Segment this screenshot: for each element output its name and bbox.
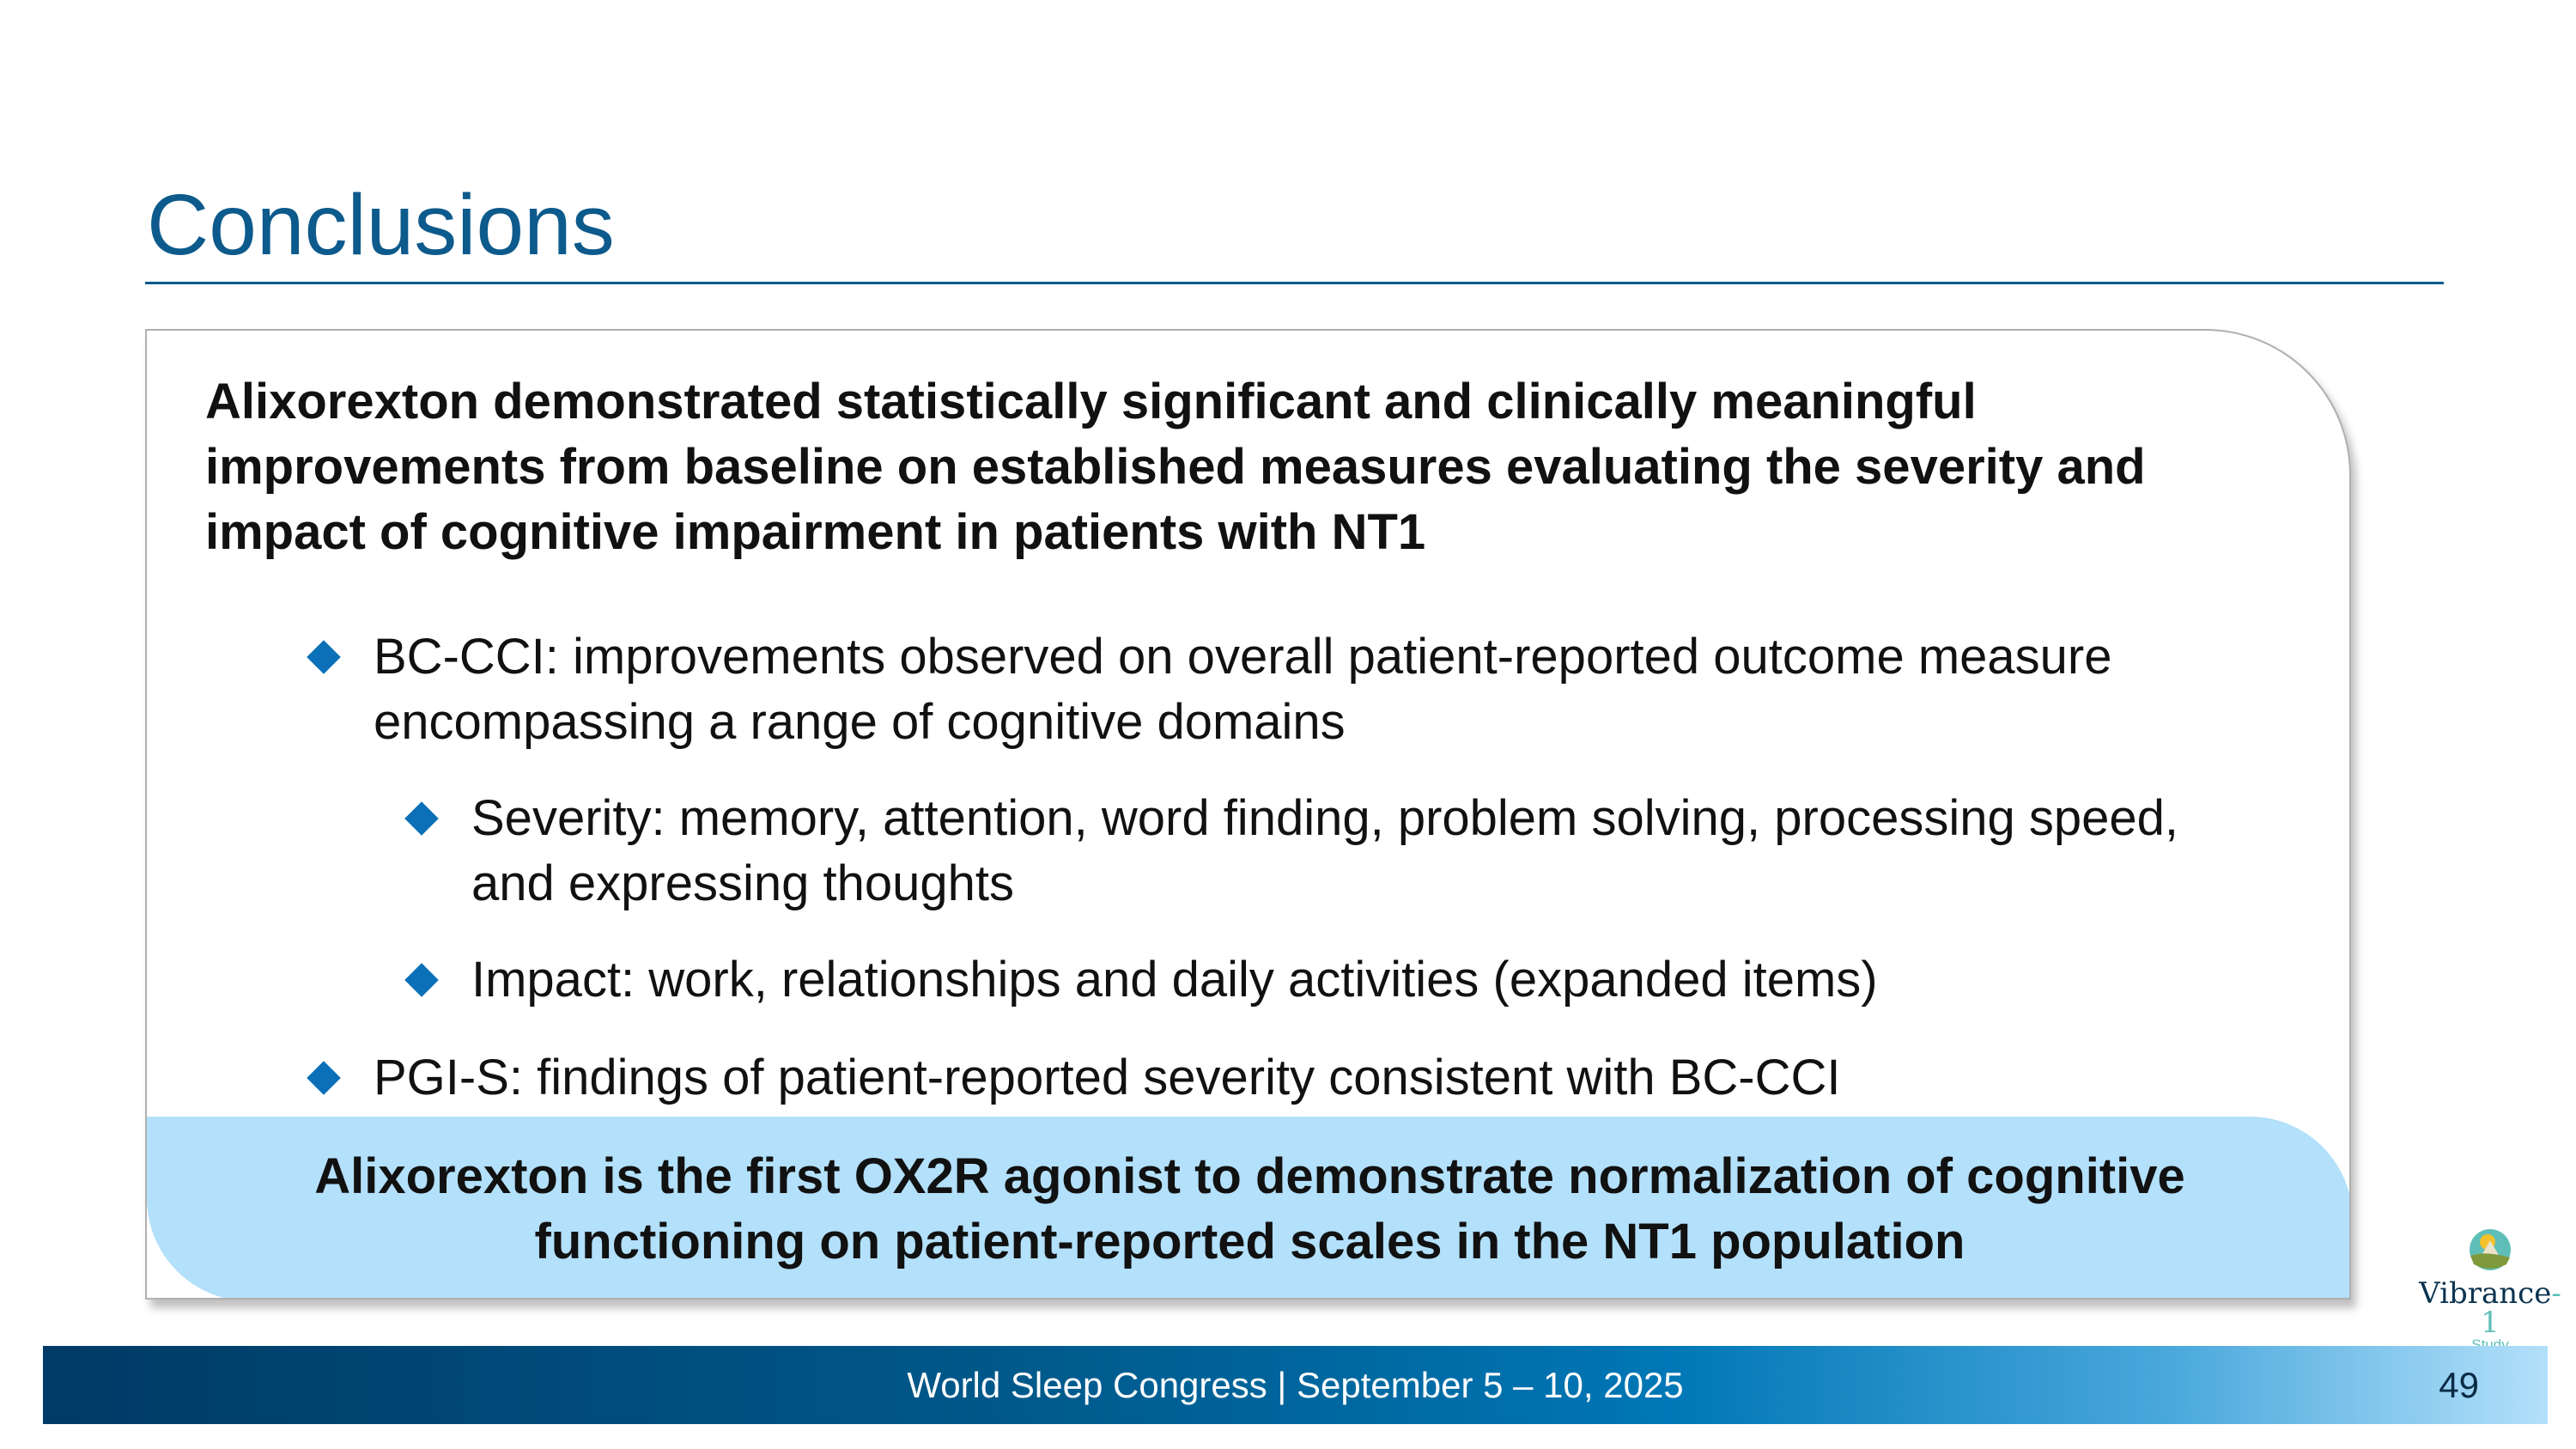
bullet-item: BC-CCI: improvements observed on overall…	[374, 629, 2112, 750]
page-number: 49	[2439, 1365, 2479, 1405]
footer-text: World Sleep Congress | September 5 – 10,…	[907, 1365, 1684, 1405]
diamond-bullet-icon	[307, 1061, 341, 1095]
title-divider	[145, 282, 2444, 284]
diamond-bullet-icon	[404, 801, 439, 836]
vibrance-study-logo: Vibrance-1 Study	[2413, 1228, 2567, 1352]
key-finding-heading: Alixorexton demonstrated statistically s…	[205, 374, 2146, 560]
diamond-bullet-icon	[404, 963, 439, 997]
conclusions-box: Alixorexton demonstrated statistically s…	[145, 329, 2351, 1300]
sub-bullet-item: Severity: memory, attention, word findin…	[471, 790, 2179, 911]
bullet-item: PGI-S: findings of patient-reported seve…	[374, 1050, 1841, 1105]
mountain-sun-icon	[2470, 1229, 2511, 1270]
logo-suffix: -1	[2481, 1276, 2561, 1340]
callout-text: Alixorexton is the first OX2R agonist to…	[314, 1148, 2185, 1269]
logo-name: Vibrance	[2419, 1276, 2552, 1311]
footer-bar: World Sleep Congress | September 5 – 10,…	[43, 1346, 2548, 1424]
sub-bullet-item: Impact: work, relationships and daily ac…	[471, 952, 1878, 1008]
diamond-bullet-icon	[307, 640, 341, 674]
callout-band: Alixorexton is the first OX2R agonist to…	[147, 1117, 2349, 1298]
slide-title: Conclusions	[147, 177, 615, 273]
